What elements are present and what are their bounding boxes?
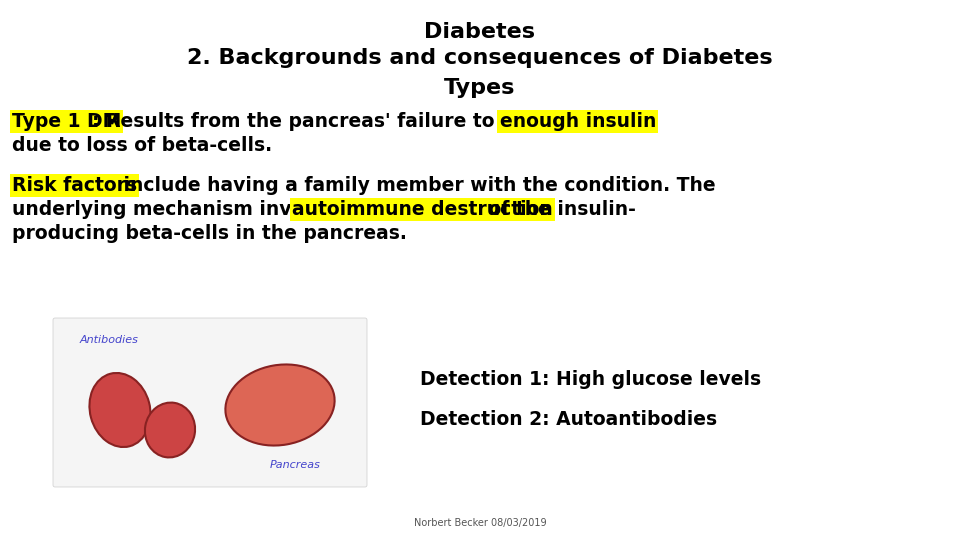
FancyBboxPatch shape	[53, 318, 367, 487]
Text: 2. Backgrounds and consequences of Diabetes: 2. Backgrounds and consequences of Diabe…	[187, 48, 773, 68]
Text: Antibodies: Antibodies	[80, 335, 139, 345]
Text: due to loss of beta-cells.: due to loss of beta-cells.	[12, 136, 272, 155]
Text: include having a family member with the condition. The: include having a family member with the …	[117, 176, 715, 195]
Text: Risk factors: Risk factors	[12, 176, 137, 195]
Text: Detection 2: Autoantibodies: Detection 2: Autoantibodies	[420, 410, 717, 429]
Text: : Results from the pancreas' failure to produce: : Results from the pancreas' failure to …	[91, 112, 593, 131]
Text: Norbert Becker 08/03/2019: Norbert Becker 08/03/2019	[414, 518, 546, 528]
Text: Type 1 DM: Type 1 DM	[12, 112, 121, 131]
Ellipse shape	[145, 403, 195, 457]
Ellipse shape	[89, 373, 151, 447]
Text: Diabetes: Diabetes	[424, 22, 536, 42]
Text: underlying mechanism involves an: underlying mechanism involves an	[12, 200, 386, 219]
Text: Detection 1: High glucose levels: Detection 1: High glucose levels	[420, 370, 761, 389]
Text: Pancreas: Pancreas	[270, 460, 321, 470]
Text: producing beta-cells in the pancreas.: producing beta-cells in the pancreas.	[12, 224, 407, 243]
Text: autoimmune destruction: autoimmune destruction	[293, 200, 553, 219]
Text: enough insulin: enough insulin	[499, 112, 656, 131]
Ellipse shape	[226, 364, 335, 445]
Text: Type 1 DM: Type 1 DM	[12, 112, 121, 131]
Text: of the insulin-: of the insulin-	[483, 200, 636, 219]
Text: Types: Types	[444, 78, 516, 98]
